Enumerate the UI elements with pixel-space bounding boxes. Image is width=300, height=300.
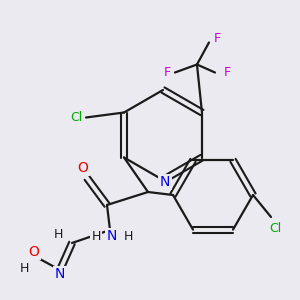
Text: H: H bbox=[53, 229, 63, 242]
Text: F: F bbox=[213, 32, 220, 45]
Text: N: N bbox=[107, 229, 117, 243]
Text: H: H bbox=[19, 262, 29, 275]
Text: Cl: Cl bbox=[70, 111, 82, 124]
Text: F: F bbox=[164, 66, 170, 79]
Text: O: O bbox=[78, 161, 88, 175]
Text: N: N bbox=[55, 267, 65, 281]
Text: N: N bbox=[160, 175, 170, 189]
Text: H: H bbox=[123, 230, 133, 244]
Text: F: F bbox=[224, 66, 230, 79]
Text: H: H bbox=[91, 230, 101, 242]
Text: O: O bbox=[28, 245, 39, 259]
Text: Cl: Cl bbox=[269, 223, 281, 236]
